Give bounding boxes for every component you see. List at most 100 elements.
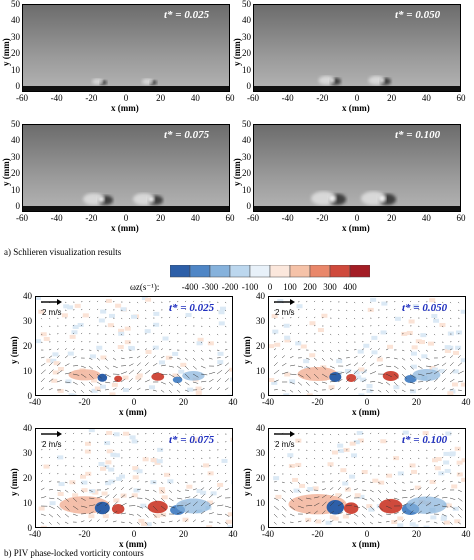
schlieren-caption: a) Schlieren visualization results — [4, 247, 122, 257]
colorbar-swatch — [349, 265, 370, 278]
y-tick-label: 30 — [23, 448, 32, 458]
x-tick-label: -60 — [247, 93, 259, 103]
y-axis-label: y (mm) — [1, 158, 11, 186]
y-tick-label: 20 — [23, 473, 32, 483]
y-tick-label: 10 — [242, 184, 251, 195]
colorbar-tick-label: 200 — [303, 282, 317, 292]
vorticity-contour-plot — [268, 296, 466, 396]
schlieren-image — [22, 124, 230, 212]
x-axis-label: x (mm) — [352, 407, 380, 417]
y-tick-label: 50 — [11, 0, 20, 9]
y-tick-label: 50 — [11, 119, 20, 129]
x-tick-label: 20 — [179, 529, 188, 539]
y-tick-label: 10 — [23, 366, 32, 376]
x-tick-label: 20 — [412, 529, 421, 539]
y-tick-label: 40 — [242, 135, 251, 146]
x-tick-label: 60 — [225, 213, 235, 223]
x-tick-label: 40 — [228, 529, 238, 539]
colorbar-tick-label: 400 — [343, 282, 357, 292]
vorticity-contour-plot — [35, 296, 233, 396]
x-tick-label: 60 — [456, 213, 466, 223]
colorbar-swatch — [209, 265, 231, 278]
velocity-scale-label: 2 m/s — [275, 308, 295, 317]
y-tick-label: 20 — [256, 473, 265, 483]
velocity-scale-label: 2 m/s — [42, 440, 62, 449]
y-tick-label: 0 — [260, 391, 266, 401]
piv-time-label: t* = 0.025 — [169, 302, 215, 314]
x-tick-label: 60 — [225, 93, 235, 103]
x-tick-label: 40 — [228, 397, 238, 407]
y-tick-label: 20 — [256, 341, 265, 351]
y-tick-label: 10 — [23, 498, 32, 508]
velocity-scale-label: 2 m/s — [42, 308, 62, 317]
y-tick-label: 10 — [242, 64, 251, 75]
colorbar-tick-label: 0 — [267, 282, 273, 292]
colorbar-swatch — [189, 265, 211, 278]
colorbar-swatches — [170, 265, 370, 278]
y-tick-label: 40 — [242, 15, 251, 26]
y-tick-label: 40 — [256, 423, 265, 433]
y-tick-label: 30 — [256, 448, 265, 458]
x-tick-label: 0 — [131, 529, 137, 539]
x-tick-label: -40 — [262, 529, 274, 539]
y-axis-label: y (mm) — [9, 336, 19, 364]
y-tick-label: 10 — [256, 498, 265, 508]
colorbar-swatch — [170, 265, 191, 278]
x-tick-label: 0 — [354, 93, 360, 103]
piv-time-label: t* = 0.050 — [402, 302, 448, 314]
x-tick-label: -20 — [78, 529, 91, 539]
x-tick-label: -40 — [29, 529, 41, 539]
y-tick-label: 0 — [246, 81, 252, 91]
colorbar-tick-label: 300 — [323, 282, 337, 292]
y-tick-label: 20 — [23, 341, 32, 351]
x-tick-label: 40 — [421, 93, 431, 103]
schlieren-image — [253, 124, 461, 212]
x-axis-label: x (mm) — [111, 103, 139, 113]
x-tick-label: 20 — [156, 213, 166, 223]
y-tick-label: 20 — [11, 168, 20, 179]
x-tick-label: -20 — [85, 93, 98, 103]
colorbar-tick-label: -200 — [221, 282, 239, 292]
x-tick-label: 40 — [461, 529, 471, 539]
x-tick-label: 0 — [123, 213, 129, 223]
x-tick-label: 0 — [354, 213, 360, 223]
x-tick-label: -20 — [316, 213, 329, 223]
x-tick-label: -40 — [262, 397, 274, 407]
y-tick-label: 0 — [15, 201, 21, 211]
colorbar-swatch — [249, 265, 271, 278]
y-tick-label: 0 — [27, 523, 33, 533]
colorbar-swatch — [229, 265, 251, 278]
x-tick-label: 20 — [387, 213, 397, 223]
colorbar-tick-label: 100 — [283, 282, 297, 292]
x-tick-label: 20 — [387, 93, 397, 103]
piv-time-label: t* = 0.075 — [169, 434, 215, 446]
x-tick-label: -20 — [316, 93, 329, 103]
y-tick-label: 10 — [256, 366, 265, 376]
x-tick-label: -60 — [16, 213, 28, 223]
schlieren-image — [253, 4, 461, 92]
y-tick-label: 40 — [256, 291, 265, 301]
colorbar-tick-label: -300 — [201, 282, 219, 292]
x-tick-label: -40 — [29, 397, 41, 407]
schlieren-image — [22, 4, 230, 92]
colorbar-swatch — [309, 265, 331, 278]
y-tick-label: 40 — [11, 135, 20, 146]
y-tick-label: 20 — [242, 48, 251, 59]
schlieren-time-label: t* = 0.050 — [395, 9, 441, 21]
y-tick-label: 0 — [260, 523, 266, 533]
y-tick-label: 40 — [11, 15, 20, 26]
y-tick-label: 30 — [11, 31, 20, 42]
x-tick-label: -40 — [50, 213, 63, 223]
x-tick-label: 20 — [156, 93, 166, 103]
schlieren-time-label: t* = 0.100 — [395, 129, 441, 141]
x-tick-label: -60 — [247, 213, 259, 223]
y-tick-label: 0 — [246, 201, 252, 211]
y-tick-label: 20 — [242, 168, 251, 179]
y-tick-label: 30 — [242, 31, 251, 42]
x-axis-label: x (mm) — [342, 223, 370, 233]
y-axis-label: y (mm) — [232, 158, 242, 186]
colorbar-tick-label: -400 — [181, 282, 199, 292]
y-axis-label: y (mm) — [242, 336, 252, 364]
schlieren-time-label: t* = 0.075 — [164, 129, 210, 141]
x-tick-label: -20 — [311, 529, 324, 539]
